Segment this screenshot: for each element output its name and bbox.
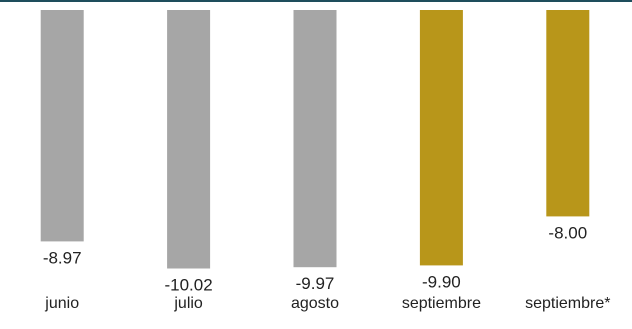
bar-5 xyxy=(546,10,590,217)
bar-3 xyxy=(293,10,337,268)
value-labels-group: -8.97 -10.02 -9.97 -9.90 -8.00 xyxy=(43,223,587,294)
value-label-5: -8.00 xyxy=(548,223,587,242)
bars-group xyxy=(40,10,590,269)
category-label-5: septiembre* xyxy=(525,295,610,312)
bar-4 xyxy=(419,10,463,266)
value-label-1: -8.97 xyxy=(43,248,82,267)
category-label-3: agosto xyxy=(291,295,339,312)
value-label-3: -9.97 xyxy=(296,274,335,293)
category-label-4: septiembre xyxy=(402,295,481,312)
top-border xyxy=(0,0,632,2)
bar-1 xyxy=(40,10,84,242)
category-labels-group: junio julio agosto septiembre septiembre* xyxy=(44,295,610,312)
value-label-2: -10.02 xyxy=(164,276,212,295)
value-label-4: -9.90 xyxy=(422,272,461,291)
bar-2 xyxy=(167,10,211,269)
category-label-1: junio xyxy=(44,295,79,312)
category-label-2: julio xyxy=(173,295,203,312)
